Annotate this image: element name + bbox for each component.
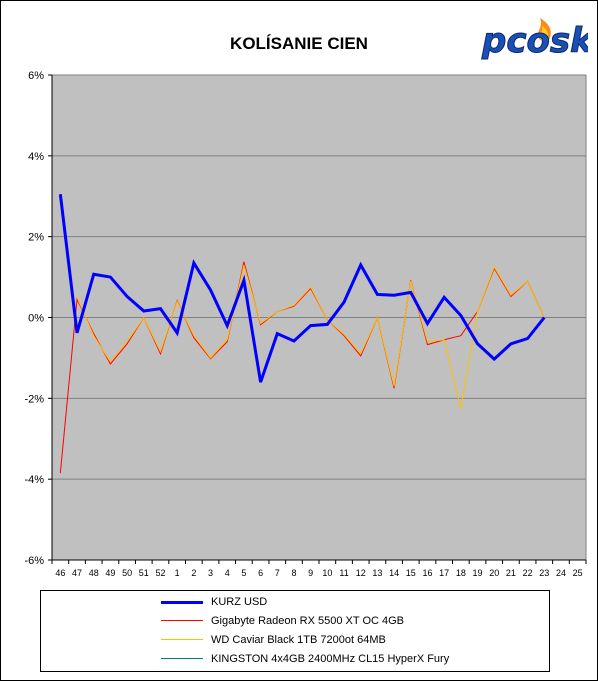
x-tick-label: 14 [389,568,399,578]
x-tick-label: 2 [191,568,196,578]
legend-label: WD Caviar Black 1TB 7200ot 64MB [211,634,386,646]
x-tick-label: 48 [89,568,99,578]
x-tick-label: 51 [139,568,149,578]
x-tick-label: 21 [506,568,516,578]
legend-label: Gigabyte Radeon RX 5500 XT OC 4GB [211,615,405,627]
x-tick-label: 13 [372,568,382,578]
x-axis-ticks: 46 47 48 49 50 51 52 1 2 3 4 5 6 7 8 9 10 11 12 13 14 15 16 17 1… [51,560,587,578]
y-tick-label: 4% [28,151,44,163]
x-tick-label: 5 [241,568,246,578]
y-axis-ticks: -6% -4% -2% 0% 2% 4% 6% [24,70,52,567]
x-tick-label: 20 [489,568,499,578]
gridlines [52,74,586,561]
series-lines [58,194,546,474]
legend: KURZ USD Gigabyte Radeon RX 5500 XT OC 4G… [40,590,550,672]
x-tick-label: 16 [422,568,432,578]
x-tick-label: 50 [122,568,132,578]
y-tick-label: 0% [28,313,44,325]
x-tick-label: 3 [208,568,213,578]
pcosk-logo: pcosk [481,18,588,60]
y-tick-label: -2% [24,393,44,405]
x-tick-label: 11 [339,568,348,578]
y-tick-label: 2% [28,232,44,244]
legend-swatch [161,601,203,604]
y-tick-label: -6% [24,555,44,567]
x-tick-label: 10 [322,568,332,578]
x-tick-label: 9 [308,568,313,578]
legend-swatch [161,658,203,659]
legend-entry: Gigabyte Radeon RX 5500 XT OC 4GB [41,613,549,629]
series-line-0 [58,194,546,383]
x-tick-label: 6 [258,568,263,578]
x-tick-label: 22 [523,568,533,578]
x-tick-label: 46 [55,568,65,578]
logo-text: pcosk [481,21,588,60]
legend-entry: KURZ USD [41,594,549,610]
x-tick-label: 12 [356,568,366,578]
x-tick-label: 7 [275,568,280,578]
y-tick-label: -4% [24,474,44,486]
x-tick-label: 23 [539,568,549,578]
legend-label: KURZ USD [211,596,268,608]
x-tick-label: 8 [291,568,296,578]
x-tick-label: 24 [556,568,566,578]
x-tick-label: 47 [72,568,82,578]
x-tick-label: 17 [439,568,449,578]
chart-title: KOLÍSANIE CIEN [230,34,368,53]
x-tick-label: 15 [406,568,416,578]
legend-swatch [161,639,203,640]
x-tick-label: 4 [225,568,230,578]
legend-swatch [161,620,203,621]
x-tick-label: 52 [155,568,165,578]
legend-label: KINGSTON 4x4GB 2400MHz CL15 HyperX Fury [211,653,450,665]
x-tick-label: 25 [573,568,583,578]
legend-entry: KINGSTON 4x4GB 2400MHz CL15 HyperX Fury [41,651,549,667]
line-chart: -6%-4%-2%0%2%4%6% 46 47 48 49 50 51 52 1 2 3 4 5 6 7 8… [24,70,587,578]
x-tick-label: 1 [175,568,180,578]
x-tick-label: 18 [456,568,466,578]
series-line-2 [76,264,545,409]
x-tick-label: 19 [473,568,483,578]
x-tick-label: 49 [105,568,115,578]
y-tick-label: 6% [28,70,44,82]
legend-entry: WD Caviar Black 1TB 7200ot 64MB [41,632,549,648]
